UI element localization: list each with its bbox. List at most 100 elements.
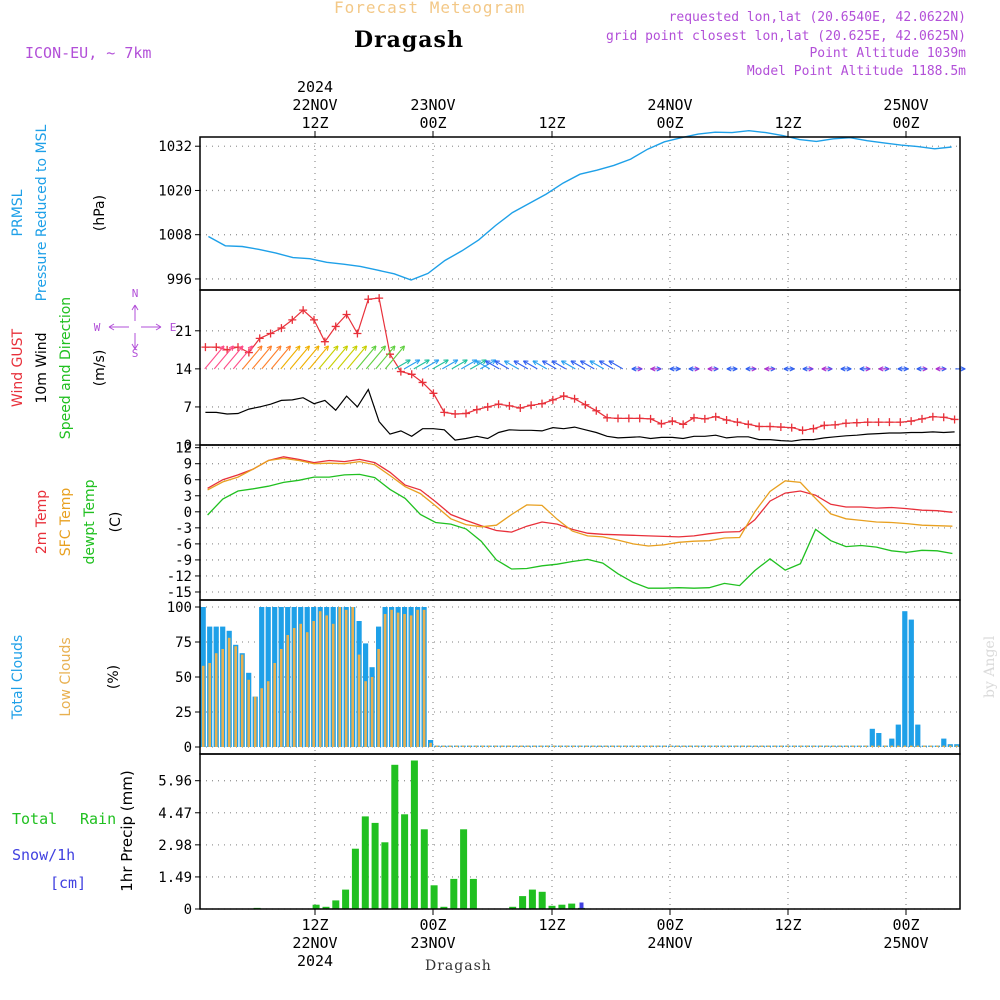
low-cloud-bar	[929, 745, 933, 747]
gust-marker	[831, 420, 840, 429]
wind-arrow	[261, 345, 282, 370]
gust-marker	[364, 295, 373, 304]
wind-arrow	[223, 345, 244, 370]
time-label-bottom: 24NOV	[647, 934, 692, 952]
temp-tick-label: 3	[184, 489, 192, 505]
low-cloud-bar	[669, 745, 673, 747]
low-cloud-bar	[897, 745, 900, 747]
requested-coords: requested lon,lat (20.6540E, 42.0622N)	[668, 10, 966, 25]
gust-marker	[299, 306, 308, 315]
gust-marker	[798, 426, 807, 435]
gust-marker	[483, 402, 492, 411]
gust-marker	[950, 415, 959, 424]
gust-marker	[538, 399, 546, 408]
footer-location: Dragash	[425, 958, 492, 974]
low-cloud-bar	[513, 745, 517, 747]
low-cloud-bar	[494, 745, 497, 747]
wind-label-direction: Speed and Direction	[58, 297, 74, 439]
wind-arrow-head	[669, 366, 675, 372]
total-cloud-bar	[259, 607, 265, 747]
wind-arrow-head	[390, 345, 396, 351]
low-cloud-bar	[650, 745, 653, 747]
pressure-tick-label: 1020	[158, 183, 192, 199]
low-cloud-bar	[214, 653, 218, 747]
low-cloud-bar	[923, 745, 926, 747]
wind-arrow-head	[323, 345, 330, 351]
rain-bar	[322, 906, 330, 909]
total-cloud-bar	[869, 728, 875, 747]
compass-n: N	[132, 287, 139, 300]
gust-marker	[863, 418, 872, 427]
temp-tick-label: -6	[175, 537, 192, 553]
rain-bar	[332, 900, 340, 909]
low-cloud-bar	[630, 745, 634, 747]
wind-arrow-head	[579, 360, 586, 366]
gust-marker	[842, 419, 850, 428]
gust-marker	[288, 315, 297, 324]
time-label-bottom: 12Z	[301, 916, 328, 934]
wind-arrow	[513, 360, 529, 370]
gust-marker	[700, 414, 709, 423]
wind-arrow-head	[219, 345, 225, 351]
gust-marker	[668, 417, 677, 426]
series-prmsl	[208, 129, 952, 281]
low-cloud-bar	[819, 745, 822, 747]
rain-bar	[401, 814, 409, 909]
low-cloud-bar	[832, 745, 835, 747]
wind-arrow-head	[570, 360, 576, 366]
wind-arrow	[327, 345, 348, 370]
total-cloud-bar	[265, 607, 271, 747]
low-cloud-bar	[916, 745, 920, 747]
low-cloud-bar	[461, 745, 465, 747]
rain-bar	[519, 896, 527, 909]
wind-arrow	[608, 360, 624, 370]
time-label-bottom: 12Z	[538, 916, 565, 934]
wind-arrow-head	[399, 345, 406, 351]
pressure-label-unit: (hPa)	[92, 195, 108, 231]
gust-marker	[852, 418, 861, 427]
low-cloud-bar	[812, 745, 816, 747]
gust-marker	[624, 414, 633, 423]
gust-marker	[462, 409, 470, 418]
wind-arrow-head	[513, 360, 519, 366]
low-cloud-bar	[591, 745, 595, 747]
rain-bar	[568, 903, 576, 909]
gust-marker	[722, 415, 731, 424]
time-label-top: 12Z	[538, 114, 565, 132]
wind-arrow-head	[551, 360, 557, 366]
low-cloud-bar	[227, 637, 231, 747]
wind-arrow-head	[361, 345, 368, 351]
time-label-top: 00Z	[892, 114, 919, 132]
clouds-label-total: Total Clouds	[10, 635, 26, 720]
gust-marker	[755, 422, 764, 431]
precip-label-cm: [cm]	[50, 874, 86, 892]
wind-arrow	[523, 360, 538, 370]
wind-arrow	[451, 359, 468, 370]
low-cloud-bar	[955, 745, 959, 747]
gust-marker	[255, 334, 264, 343]
wind-arrow	[542, 360, 557, 370]
rain-bar	[430, 885, 438, 909]
temp-tick-label: -15	[167, 585, 192, 601]
gust-marker	[331, 322, 340, 331]
gust-marker	[429, 389, 438, 398]
low-cloud-bar	[942, 745, 946, 747]
gust-marker	[874, 418, 883, 427]
clouds-tick-label: 0	[184, 740, 192, 756]
gust-marker	[907, 417, 916, 426]
low-cloud-bar	[292, 628, 296, 747]
low-cloud-bar	[617, 745, 621, 747]
wind-arrow-head	[371, 345, 377, 351]
wind-tick-label: 21	[175, 324, 192, 340]
low-cloud-bar	[890, 745, 894, 747]
low-cloud-bar	[734, 745, 738, 747]
low-cloud-bar	[325, 615, 328, 747]
gust-marker	[733, 418, 742, 427]
low-cloud-bar	[572, 745, 575, 747]
gust-marker	[320, 337, 329, 346]
wind-arrow	[413, 359, 430, 370]
wind-arrow-head	[266, 345, 273, 351]
